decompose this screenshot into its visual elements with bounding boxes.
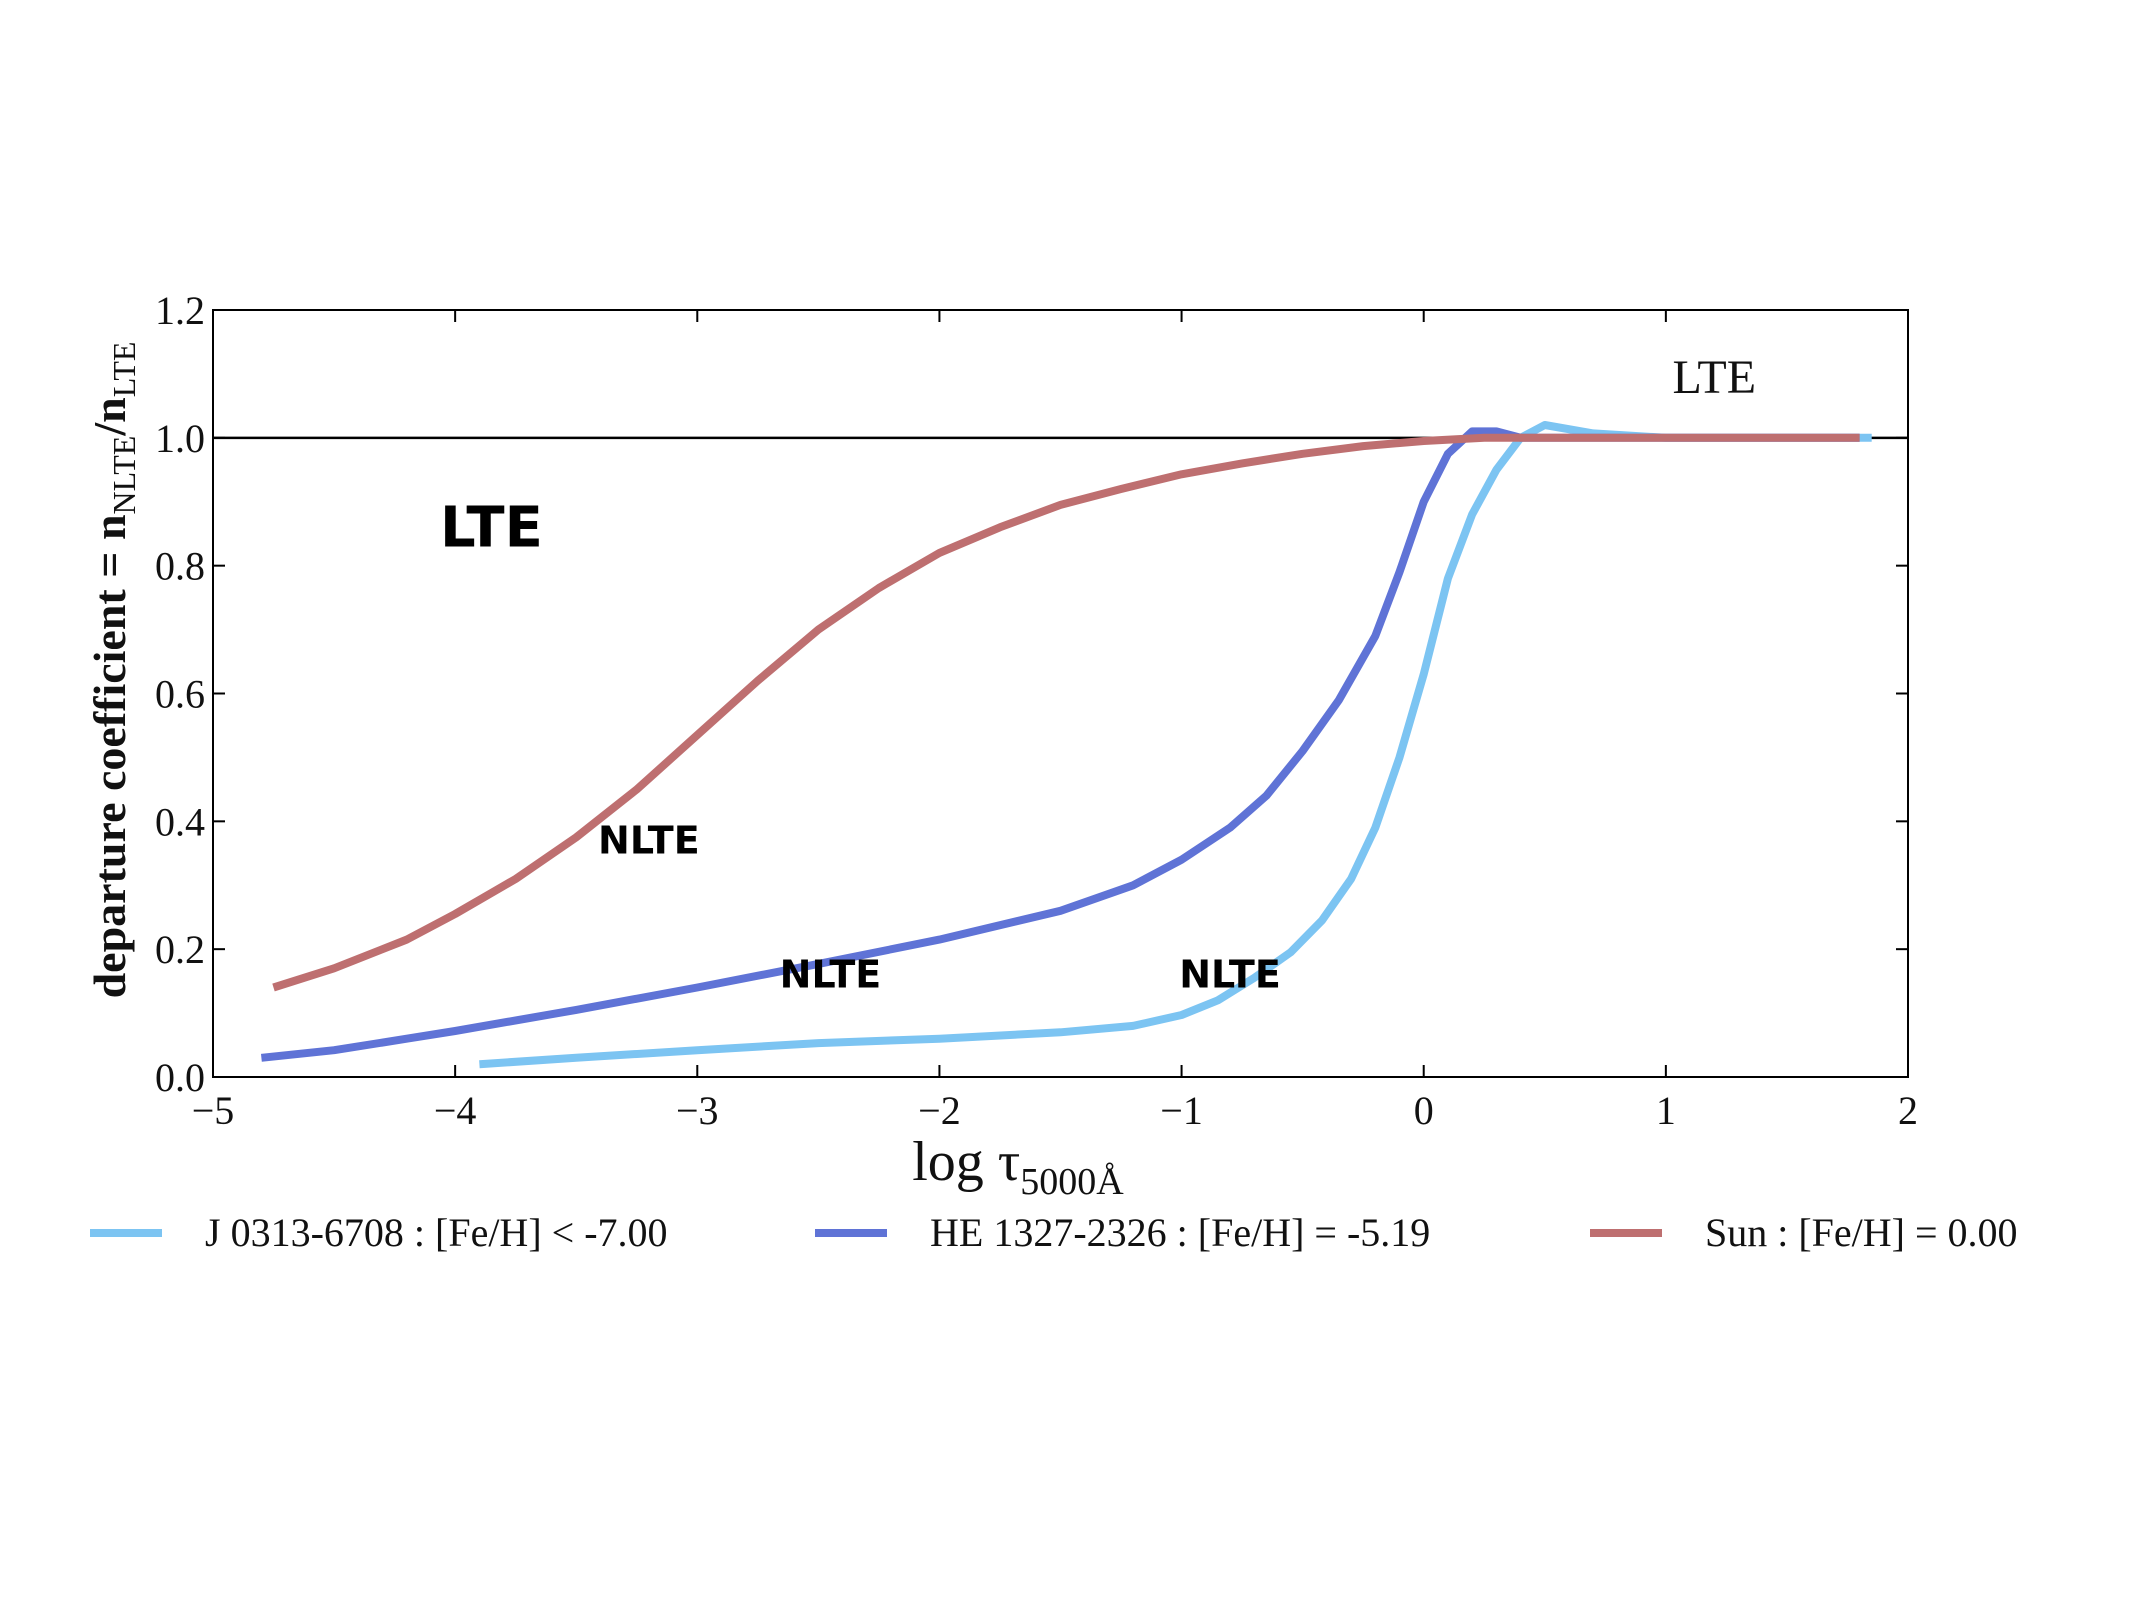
annotation-nlte-1: NLTE <box>598 818 700 862</box>
annotation-nlte-3: NLTE <box>1179 953 1281 997</box>
x-tick-label: 2 <box>1898 1088 1918 1133</box>
legend-label-2: Sun : [Fe/H] = 0.00 <box>1705 1210 2018 1255</box>
legend: J 0313-6708 : [Fe/H] < -7.00 HE 1327-2326… <box>90 1210 2018 1255</box>
axes: −5 −4 −3 −2 −1 0 1 2 0.0 0.2 0.4 0.6 0.8 1.0 1.2 <box>155 288 1918 1133</box>
series-line-2 <box>272 433 1860 992</box>
annotations: LTE NLTE NLTE NLTE LTE <box>440 351 1756 996</box>
series-line-0 <box>479 421 1872 1069</box>
y-tick-label: 0.0 <box>155 1055 205 1100</box>
plot-frame <box>212 309 1909 1078</box>
annotation-lte-4: LTE <box>1673 351 1757 404</box>
y-tick-label: 0.8 <box>155 544 205 589</box>
x-tick-label: −2 <box>918 1088 961 1133</box>
x-tick-label: −3 <box>676 1088 719 1133</box>
annotation-nlte-2: NLTE <box>780 953 882 997</box>
x-tick-label: 1 <box>1656 1088 1676 1133</box>
series-line-1 <box>260 427 1860 1062</box>
annotation-lte-0: LTE <box>440 495 543 560</box>
y-tick-label: 0.6 <box>155 672 205 717</box>
x-axis-title: log τ5000Å <box>912 1131 1124 1203</box>
legend-label-1: HE 1327-2326 : [Fe/H] = -5.19 <box>930 1210 1430 1255</box>
x-tick-label: −5 <box>192 1088 235 1133</box>
legend-label-0: J 0313-6708 : [Fe/H] < -7.00 <box>205 1210 668 1255</box>
y-tick-label: 1.2 <box>155 288 205 333</box>
x-tick-label: −4 <box>434 1088 477 1133</box>
y-tick-label: 0.4 <box>155 799 205 844</box>
y-axis-title-mid: /n <box>84 397 135 436</box>
y-axis-title-sub2: LTE <box>106 342 142 398</box>
y-tick-label: 1.0 <box>155 416 205 461</box>
y-tick-label: 0.2 <box>155 927 205 972</box>
x-axis-title-main: log τ <box>912 1131 1020 1193</box>
x-tick-label: −1 <box>1160 1088 1203 1133</box>
y-axis-title-main: departure coefficient = n <box>84 514 135 998</box>
plot-area <box>213 421 1908 1069</box>
y-axis-title-sub1: NLTE <box>106 436 142 515</box>
y-axis-title: departure coefficient = nNLTE/nLTE <box>84 342 142 999</box>
x-tick-label: 0 <box>1414 1088 1434 1133</box>
x-axis-title-sub: 5000Å <box>1020 1161 1124 1203</box>
